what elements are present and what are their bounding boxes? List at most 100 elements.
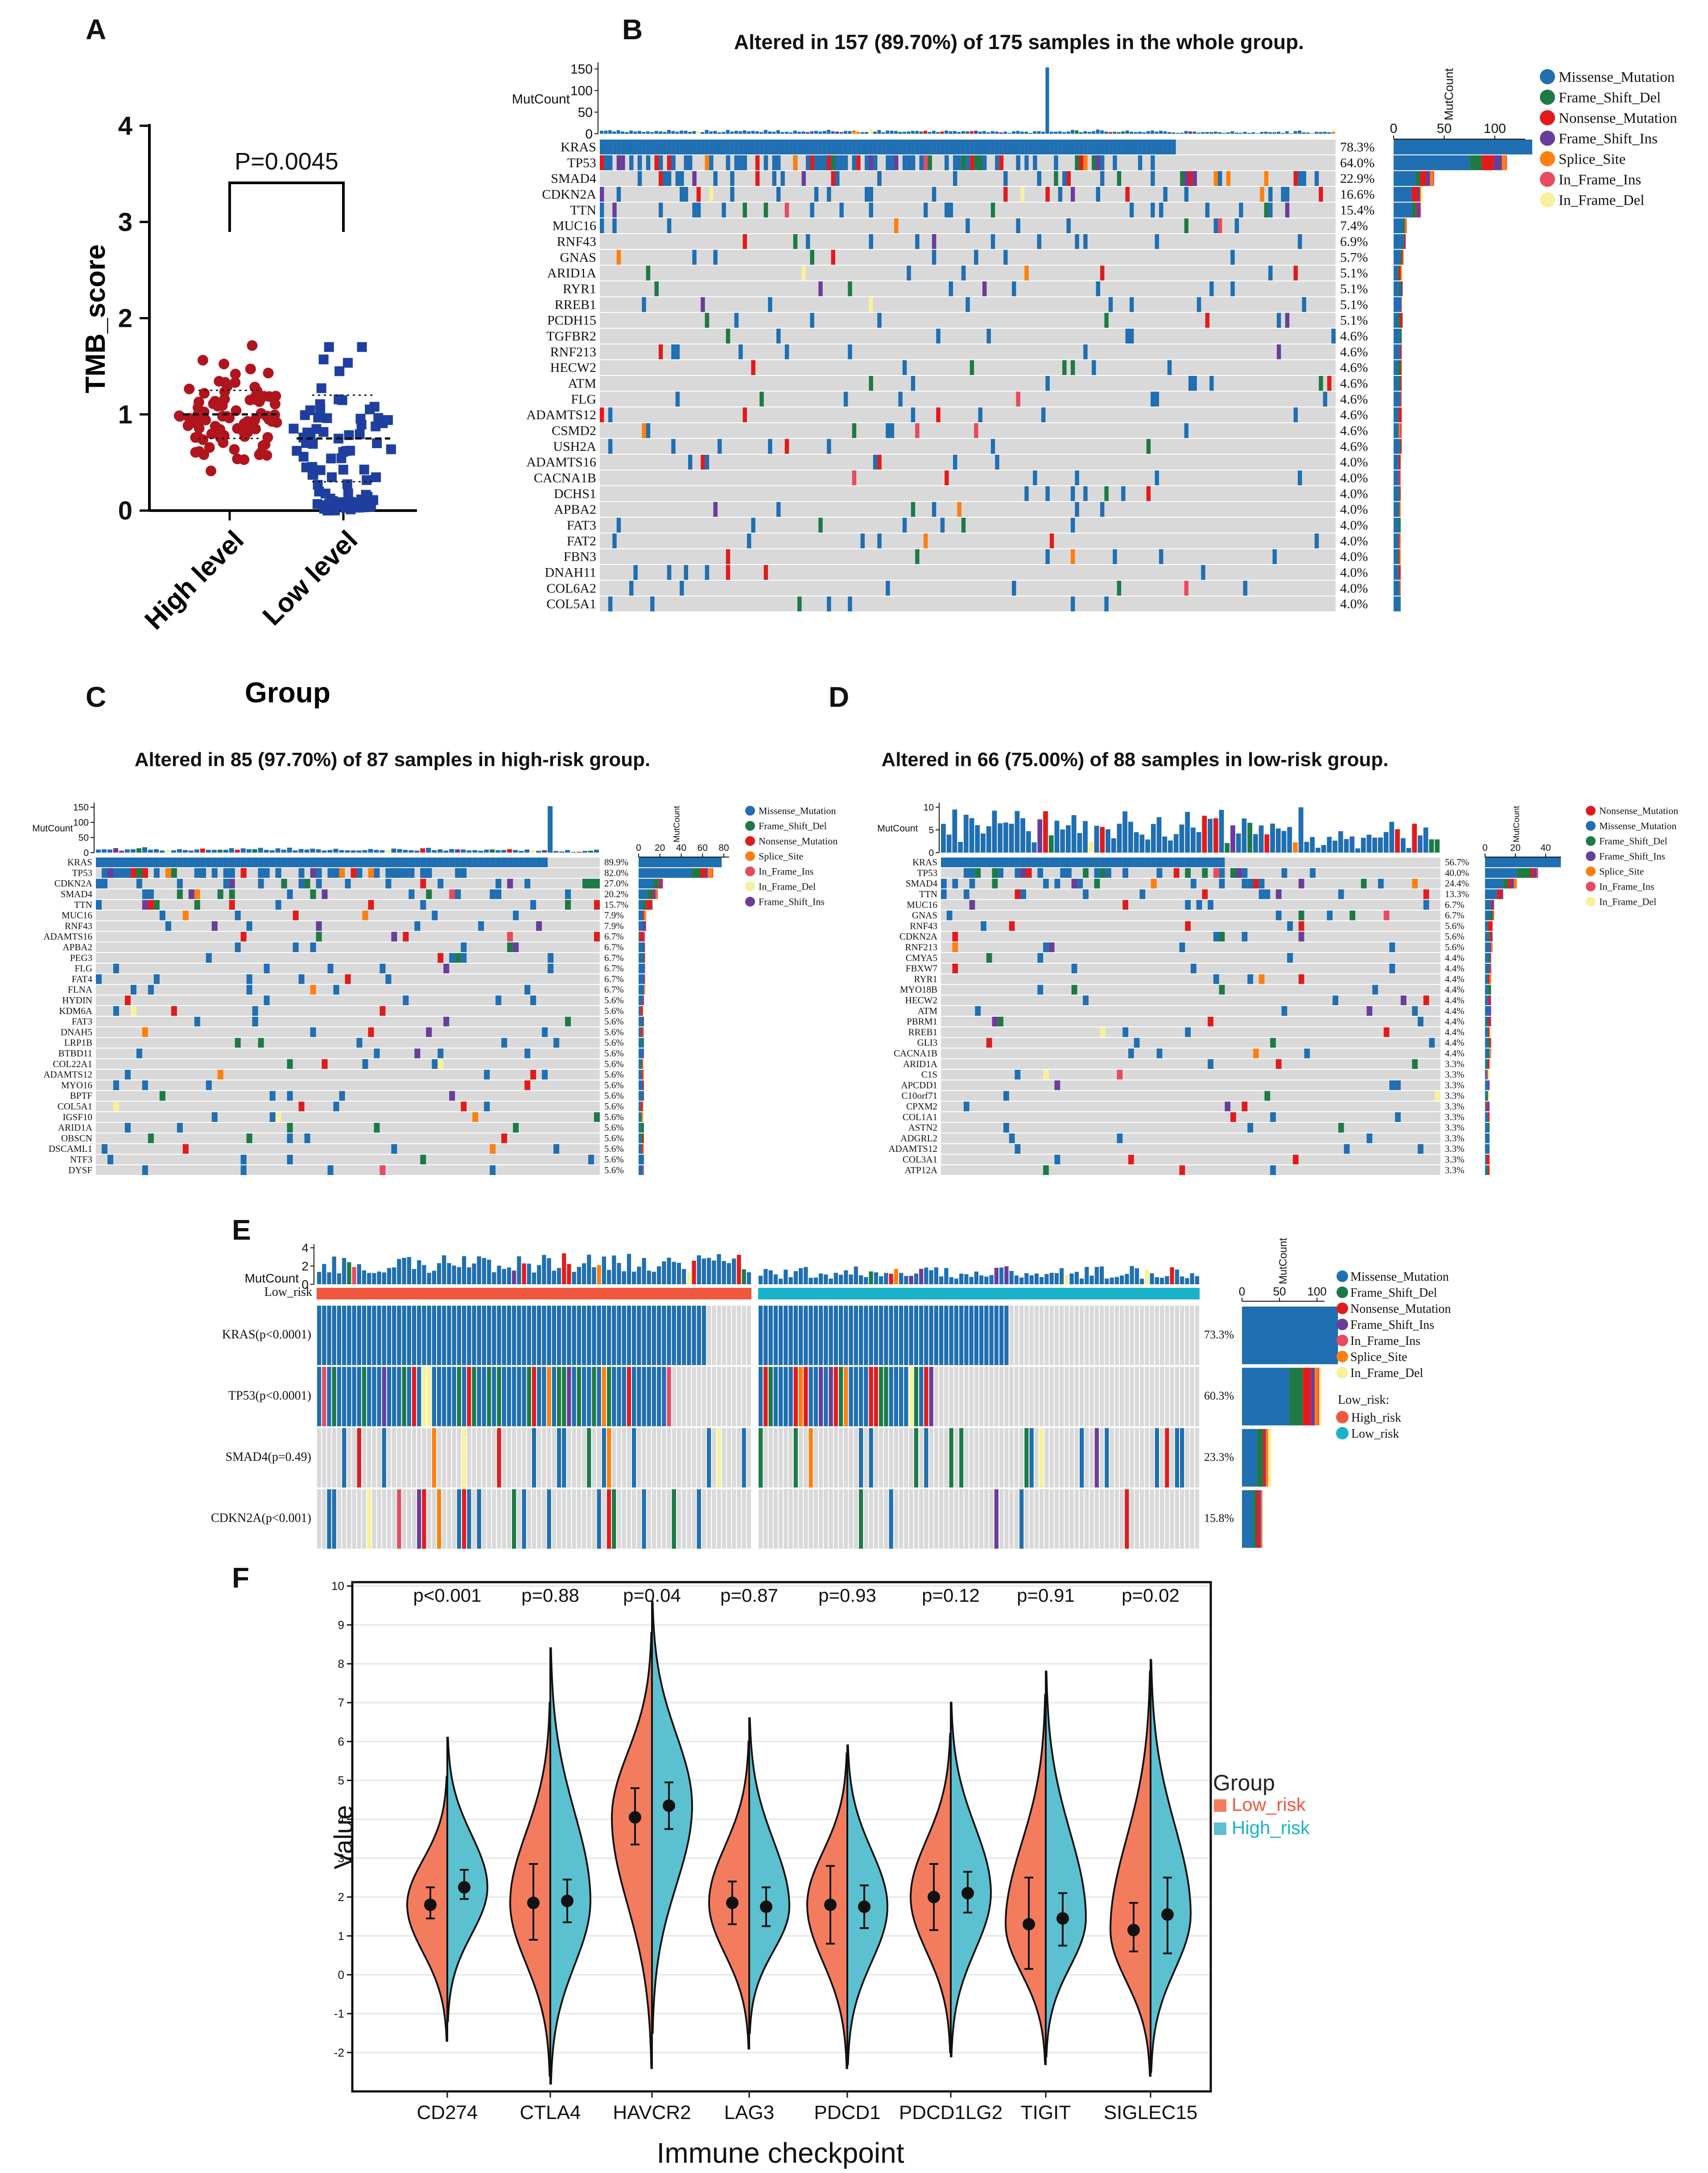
mutation-cell <box>911 502 916 517</box>
mutation-cell <box>1219 985 1225 995</box>
mutation-cell <box>886 581 890 596</box>
mutation-cell <box>873 454 878 470</box>
oncoplot-cell-bg <box>392 1489 396 1549</box>
mutation-cell <box>982 155 987 170</box>
mutation-cell <box>327 1306 331 1365</box>
mutation-cell <box>1168 858 1174 867</box>
oncoplot-cell-bg <box>317 1428 322 1488</box>
gene-percent: 4.6% <box>1340 424 1368 438</box>
mutation-cell <box>1185 900 1191 910</box>
tmb-bar <box>472 850 478 853</box>
tmb-bar <box>637 1266 641 1284</box>
mutation-cell <box>608 439 613 454</box>
mutation-cell <box>1310 868 1316 878</box>
mutation-cell <box>974 250 978 265</box>
mutation-cell <box>562 1367 566 1427</box>
mutation-cell <box>1009 1133 1015 1143</box>
data-point-high-level <box>230 368 241 379</box>
mutation-cell <box>194 1017 200 1027</box>
oncoplot-cell-bg <box>1170 1367 1174 1427</box>
gene-label: TP53 <box>917 867 937 878</box>
mutation-cell <box>572 1306 576 1365</box>
oncoplot-cell-bg <box>1155 1367 1159 1427</box>
mutation-cell <box>1125 329 1130 344</box>
mutation-cell <box>368 1027 374 1037</box>
mutation-cell <box>675 344 680 359</box>
mutation-cell <box>852 140 857 155</box>
gene-percent: 3.3% <box>1445 1143 1465 1154</box>
tmb-bar <box>492 1272 496 1284</box>
mutation-cell <box>952 964 958 973</box>
gene-label: TP53(p<0.0001) <box>228 1389 311 1403</box>
mutation-cell <box>936 407 941 422</box>
mutation-cell <box>136 868 142 878</box>
oncoplot-cell-bg <box>1069 1428 1074 1488</box>
oncoplot-cell-bg <box>457 1428 461 1488</box>
y-tick-label: 2 <box>338 1890 344 1904</box>
mutation-cell <box>1043 1070 1049 1080</box>
mutation-cell <box>572 1367 576 1427</box>
oncoplot-cell-bg <box>989 1428 994 1488</box>
oncoplot-row-bg <box>941 1144 1440 1154</box>
data-point-low-level <box>359 464 369 474</box>
oncoplot-cell-bg <box>1175 1306 1179 1365</box>
mutation-cell <box>1167 140 1172 155</box>
p-value-label: p=0.02 <box>1122 1585 1180 1606</box>
oncoplot-cell-bg <box>763 1489 768 1549</box>
mutation-cell <box>994 1489 998 1549</box>
mutation-cell <box>779 1306 783 1365</box>
mutation-cell <box>688 140 693 155</box>
tmb-bar <box>600 131 604 134</box>
oncoplot-cell-bg <box>989 1367 994 1427</box>
mutation-cell <box>1083 344 1088 359</box>
mutation-cell <box>600 202 604 218</box>
mutation-cell <box>612 140 617 155</box>
oncoplot-cell-bg <box>813 1489 818 1549</box>
oncoplot-cell-bg <box>737 1367 741 1427</box>
mutation-cell <box>824 1367 828 1427</box>
oncoplot-cell-bg <box>1125 1428 1129 1488</box>
tmb-bar <box>368 849 373 853</box>
mutation-cell <box>768 140 772 155</box>
tmb-bar <box>657 1266 661 1284</box>
mutation-cell <box>542 1027 548 1037</box>
gene-label: TTN <box>919 889 937 899</box>
mutation-cell <box>629 155 634 170</box>
mutation-cell <box>552 1367 556 1427</box>
mutation-cell <box>484 1070 490 1080</box>
mutation-cell <box>945 202 949 218</box>
tmb-bar <box>894 131 898 134</box>
mutation-cell <box>957 502 961 517</box>
mutation-cell <box>552 1306 556 1365</box>
gene-label: CMYA5 <box>906 952 937 963</box>
legend-label: Frame_Shift_Ins <box>759 896 825 907</box>
tmb-bar <box>597 1265 601 1284</box>
tmb-bar <box>819 1273 823 1284</box>
gene-label: COL22A1 <box>53 1059 92 1069</box>
tmb-bar <box>677 1262 681 1284</box>
tmb-bar <box>662 1261 666 1284</box>
mutation-cell <box>1230 250 1235 265</box>
violin-half-low-risk <box>509 1702 551 2077</box>
mutation-cell <box>264 995 270 1006</box>
mean-point <box>928 1891 940 1904</box>
mutation-cell <box>768 297 772 312</box>
tmb-bar <box>1192 132 1196 134</box>
gene-percent: 4.0% <box>1340 597 1368 611</box>
mutation-cell <box>1096 281 1100 297</box>
tmb-bar <box>1106 829 1110 853</box>
tmb-bar <box>252 849 257 853</box>
side-bar-segment <box>1430 171 1433 186</box>
mutation-cell <box>801 265 806 280</box>
legend-label: Frame_Shift_Del <box>759 821 827 832</box>
mutation-cell <box>1208 900 1213 910</box>
mutation-cell <box>240 868 247 878</box>
mutation-cell <box>904 1306 908 1365</box>
side-bar-segment <box>1399 549 1401 564</box>
oncoplot-row-bg <box>600 344 1336 359</box>
oncoplot-cell-bg <box>701 1367 706 1427</box>
mutation-cell <box>322 1367 326 1427</box>
oncoplot-cell-bg <box>1014 1489 1019 1549</box>
gene-label: DYSF <box>68 1165 92 1175</box>
mutation-cell <box>1253 1048 1259 1059</box>
